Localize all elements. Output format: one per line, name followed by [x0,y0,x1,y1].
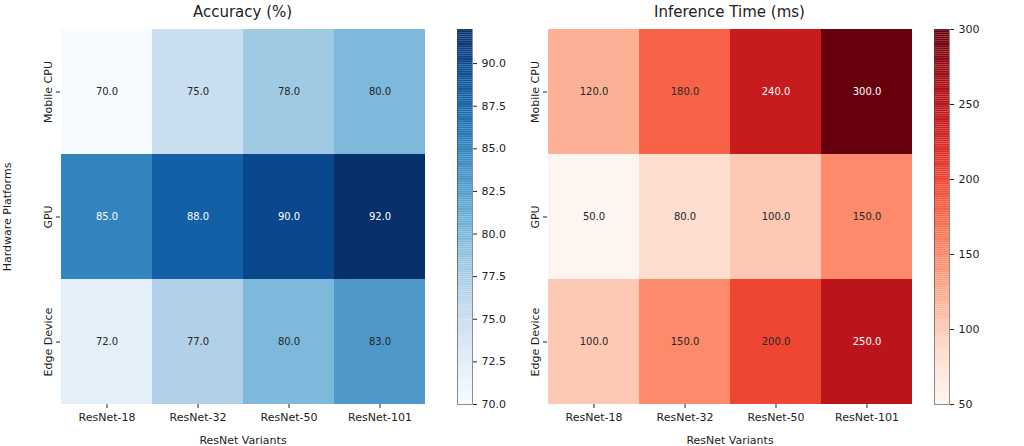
svg-text:150: 150 [959,248,980,261]
svg-text:77.5: 77.5 [482,270,507,283]
html-text:Accuracy (%): Accuracy (%) [192,3,293,21]
svg-text:300.0: 300.0 [853,86,882,97]
svg-text:90.0: 90.0 [482,57,507,70]
svg-text:77.0: 77.0 [187,336,209,347]
svg-text:Mobile CPU: Mobile CPU [529,61,542,123]
svg-text:75.0: 75.0 [482,313,507,326]
svg-text:50: 50 [959,398,973,411]
svg-text:83.0: 83.0 [369,336,391,347]
svg-text:GPU: GPU [42,205,55,228]
svg-text:Edge Device: Edge Device [529,307,542,376]
svg-text:100: 100 [959,323,980,336]
svg-text:ResNet Variants: ResNet Variants [686,434,773,446]
svg-text:72.5: 72.5 [482,355,507,368]
svg-text:Mobile CPU: Mobile CPU [42,61,55,123]
svg-text:150.0: 150.0 [671,336,700,347]
svg-text:150.0: 150.0 [853,211,882,222]
svg-text:85.0: 85.0 [96,211,118,222]
svg-text:70.0: 70.0 [96,86,118,97]
svg-text:GPU: GPU [529,205,542,228]
svg-text:ResNet Variants: ResNet Variants [199,434,286,446]
svg-text:92.0: 92.0 [369,211,391,222]
svg-text:80.0: 80.0 [369,86,391,97]
svg-text:100.0: 100.0 [580,336,609,347]
svg-text:300: 300 [959,23,980,36]
svg-text:100.0: 100.0 [762,211,791,222]
svg-text:250: 250 [959,98,980,111]
svg-text:200: 200 [959,173,980,186]
svg-text:ResNet-101: ResNet-101 [348,411,412,424]
svg-text:90.0: 90.0 [278,211,300,222]
svg-text:250.0: 250.0 [853,336,882,347]
svg-text:240.0: 240.0 [762,86,791,97]
svg-text:80.0: 80.0 [674,211,696,222]
svg-text:50.0: 50.0 [583,211,605,222]
svg-text:82.5: 82.5 [482,185,507,198]
svg-text:ResNet-18: ResNet-18 [79,411,136,424]
svg-text:ResNet-50: ResNet-50 [261,411,318,424]
svg-text:ResNet-101: ResNet-101 [835,411,899,424]
svg-text:Edge Device: Edge Device [42,307,55,376]
svg-text:85.0: 85.0 [482,142,507,155]
svg-text:72.0: 72.0 [96,336,118,347]
svg-text:ResNet-32: ResNet-32 [170,411,227,424]
svg-text:80.0: 80.0 [482,228,507,241]
svg-text:120.0: 120.0 [580,86,609,97]
svg-text:80.0: 80.0 [278,336,300,347]
svg-text:ResNet-50: ResNet-50 [748,411,805,424]
svg-text:70.0: 70.0 [482,398,507,411]
html-text:Inference Time (ms): Inference Time (ms) [654,3,805,21]
svg-text:180.0: 180.0 [671,86,700,97]
svg-text:78.0: 78.0 [278,86,300,97]
svg-text:200.0: 200.0 [762,336,791,347]
svg-text:75.0: 75.0 [187,86,209,97]
svg-text:Hardware Platforms: Hardware Platforms [1,162,14,271]
svg-text:87.5: 87.5 [482,100,507,113]
svg-text:ResNet-32: ResNet-32 [657,411,714,424]
svg-text:88.0: 88.0 [187,211,209,222]
svg-text:ResNet-18: ResNet-18 [566,411,623,424]
